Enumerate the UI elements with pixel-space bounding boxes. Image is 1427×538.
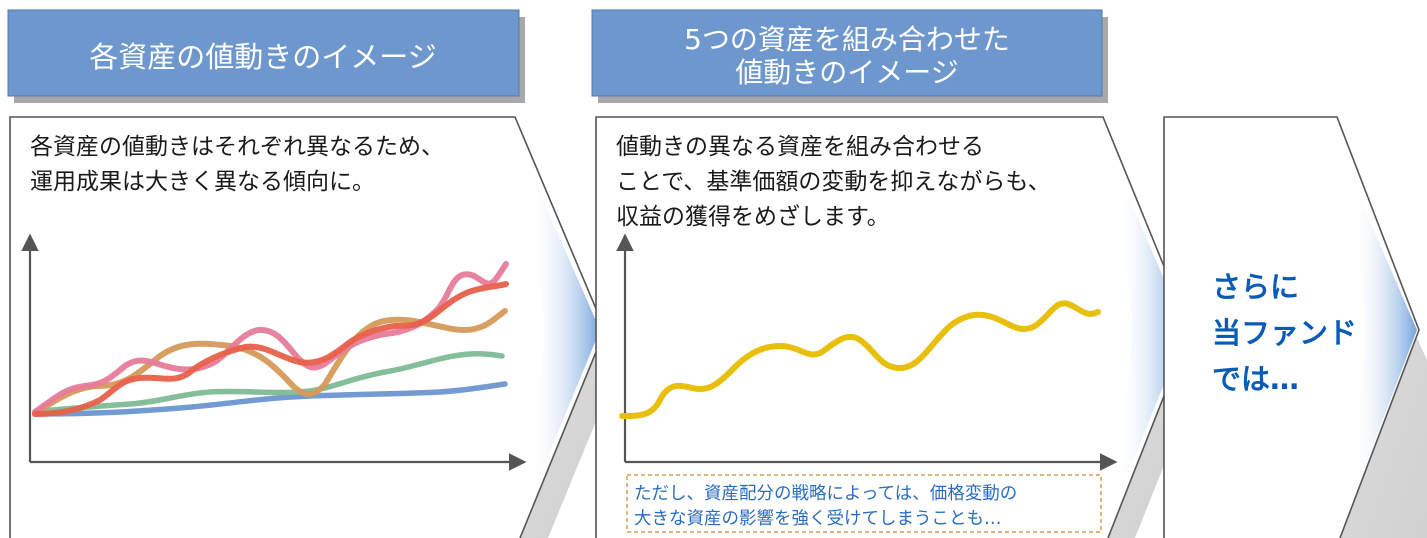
panel-1-series bbox=[32, 261, 509, 417]
panel-3-line-3: では… bbox=[1212, 362, 1299, 396]
panel-2-note-line-1: ただし、資産配分の戦略によっては、価格変動の bbox=[634, 484, 1017, 504]
panel-1-desc-line-1: 各資産の値動きはそれぞれ異なるため、 bbox=[30, 134, 444, 160]
panel-2-outline bbox=[595, 116, 1191, 538]
panel-1-chevron-gradient bbox=[530, 170, 600, 500]
panel-2-chevron-gradient bbox=[1117, 170, 1186, 500]
series-line-blue bbox=[32, 381, 508, 417]
panel-1-header-box bbox=[7, 9, 520, 97]
panel-1-desc-line-2: 運用成果は大きく異なる傾向に。 bbox=[30, 169, 375, 195]
panel-2-note-line-2: 大きな資産の影響を強く受けてしまうことも… bbox=[634, 509, 1002, 529]
panel-3-line-2: 当ファンド bbox=[1212, 316, 1357, 350]
panel-2-desc-line-3: 収益の獲得をめざします。 bbox=[616, 203, 890, 230]
panel-2-note-box bbox=[626, 474, 1102, 533]
series-line-orange bbox=[32, 281, 509, 417]
panel-1: 各資産の値動きのイメージ 各資産の値動きはそれぞれ異なるため、 運用成果は大きく… bbox=[7, 9, 615, 538]
panel-2-header-line-2: 値動きのイメージ bbox=[735, 56, 958, 89]
panel-1-header-text: 各資産の値動きのイメージ bbox=[89, 40, 436, 74]
panel-2-desc-line-2: ことで、基準価額の変動を抑えながらも、 bbox=[616, 169, 1051, 195]
panel-3-chevron-gradient bbox=[1352, 180, 1417, 500]
panel-3-line-1: さらに bbox=[1212, 270, 1299, 304]
panel-2-desc-line-1: 値動きの異なる資産を組み合わせる bbox=[616, 134, 984, 160]
panel-2-header-line-1: 5つの資産を組み合わせた bbox=[684, 23, 1010, 56]
panel-2: 5つの資産を組み合わせた 値動きのイメージ 値動きの異なる資産を組み合わせる こ… bbox=[591, 9, 1200, 538]
combined-series-line bbox=[619, 300, 1101, 419]
panel-3: さらに 当ファンド では… bbox=[1163, 116, 1427, 538]
panel-1-outline bbox=[9, 116, 606, 538]
panel-3-outline bbox=[1163, 116, 1420, 538]
panel-2-header-box bbox=[591, 9, 1103, 97]
